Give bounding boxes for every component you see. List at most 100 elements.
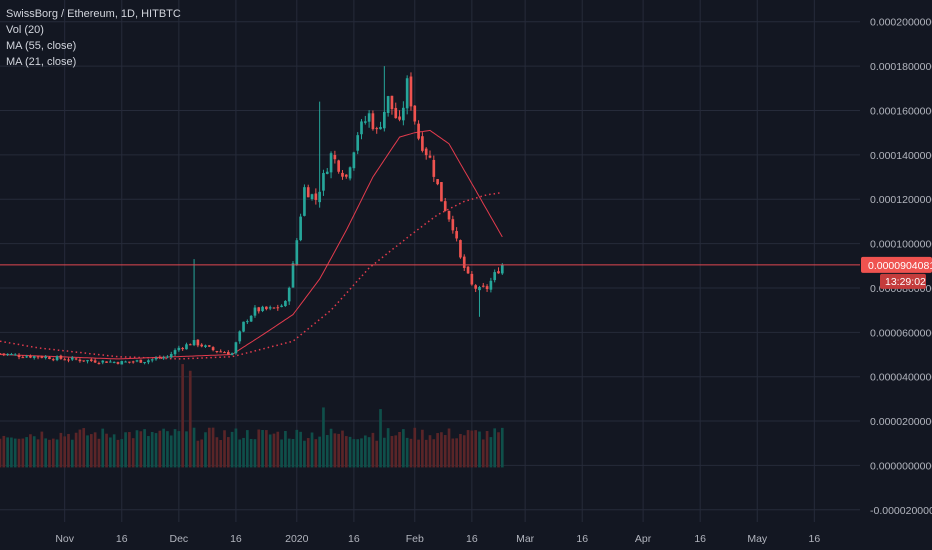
candle-body — [93, 360, 97, 363]
volume-bar — [371, 432, 375, 468]
x-tick-label: 16 — [694, 533, 706, 545]
volume-bar — [402, 429, 405, 468]
y-tick-label: 0.0000400000 — [870, 372, 932, 384]
candle-body — [485, 286, 489, 290]
volume-bar — [101, 428, 105, 468]
volume-bar — [238, 439, 242, 468]
last-price-tag — [861, 256, 932, 273]
candle-body — [272, 307, 276, 309]
volume-bar — [204, 432, 207, 468]
candle-body — [32, 356, 36, 358]
candle-body — [341, 172, 344, 177]
volume-bar — [215, 437, 219, 468]
candle-body — [139, 359, 143, 363]
candle-body — [363, 121, 367, 123]
y-tick-label: -0.0000200000 — [870, 505, 932, 517]
candle-body — [268, 307, 272, 309]
volume-bar — [207, 427, 211, 468]
volume-bar — [143, 429, 146, 468]
volume-bar — [322, 407, 325, 468]
x-tick-label: 2020 — [285, 533, 309, 545]
candle-body — [474, 285, 477, 289]
x-tick-label: Feb — [406, 533, 424, 545]
legend-volume[interactable]: Vol (20) — [6, 24, 44, 36]
volume-bar — [344, 436, 348, 468]
volume-bar — [70, 439, 74, 468]
candle-body — [169, 354, 173, 358]
volume-bar — [493, 428, 497, 468]
candle-body — [390, 95, 394, 110]
candle-body — [162, 357, 165, 359]
candle-body — [253, 307, 257, 316]
volume-bar — [230, 431, 234, 468]
y-tick-label: 0.0000600000 — [870, 327, 932, 339]
volume-bar — [379, 409, 382, 468]
legend-ma21[interactable]: MA (21, close) — [6, 56, 77, 68]
candle-body — [344, 174, 348, 177]
volume-bar — [200, 439, 204, 468]
y-tick-label: 0.0000000000 — [870, 460, 932, 472]
volume-bar — [276, 431, 280, 468]
candle-body — [10, 354, 13, 356]
volume-bar — [405, 437, 409, 468]
volume-bar — [0, 438, 2, 468]
y-tick-label: 0.0001400000 — [870, 150, 932, 162]
candle-body — [257, 307, 261, 312]
candle-body — [55, 356, 59, 361]
y-tick-label: 0.0001200000 — [870, 194, 932, 206]
volume-bar — [474, 430, 477, 468]
volume-bar — [89, 434, 93, 468]
volume-bar — [489, 437, 493, 468]
volume-bar — [249, 438, 253, 468]
volume-bar — [348, 436, 352, 468]
volume-bar — [86, 435, 89, 468]
y-tick-label: 0.0001800000 — [870, 61, 932, 73]
volume-bar — [177, 431, 181, 468]
volume-bar — [2, 435, 6, 468]
candle-body — [497, 271, 500, 274]
volume-bar — [459, 433, 462, 468]
volume-bar — [158, 430, 162, 468]
volume-bar — [295, 429, 299, 468]
volume-bar — [25, 437, 28, 468]
volume-bar — [265, 430, 268, 468]
volume-bar — [455, 438, 458, 468]
volume-bar — [246, 430, 249, 468]
volume-bar — [74, 432, 78, 468]
y-tick-label: 0.0002000000 — [870, 17, 932, 29]
symbol-title[interactable]: SwissBorg / Ethereum, 1D, HITBTC — [6, 8, 181, 20]
volume-bar — [6, 437, 9, 468]
candle-body — [82, 360, 86, 362]
candle-body — [124, 361, 127, 363]
candle-body — [0, 353, 2, 355]
last-price-label: 0.0000904081 — [868, 260, 932, 272]
candle-body — [135, 360, 139, 362]
volume-bar — [303, 440, 306, 468]
legend-ma55[interactable]: MA (55, close) — [6, 40, 77, 52]
volume-bar — [341, 430, 344, 468]
candle-body — [462, 256, 466, 268]
volume-bar — [363, 435, 367, 468]
candle-body — [405, 78, 409, 109]
candle-body — [367, 113, 371, 122]
volume-bar — [128, 432, 131, 468]
candle-body — [242, 321, 245, 332]
candle-body — [383, 111, 386, 129]
volume-bar — [253, 439, 257, 468]
volume-bar — [318, 436, 321, 468]
volume-bar — [299, 431, 302, 468]
candle-body — [166, 356, 169, 358]
volume-bar — [413, 427, 417, 468]
candle-body — [147, 360, 150, 363]
candle-body — [29, 355, 32, 358]
candle-body — [329, 153, 333, 173]
volume-bar — [383, 437, 386, 468]
volume-bar — [436, 433, 439, 468]
volume-bar — [226, 437, 230, 468]
volume-bar — [386, 428, 390, 468]
candle-body — [246, 321, 249, 323]
candle-body — [394, 107, 398, 119]
volume-bar — [417, 439, 420, 468]
